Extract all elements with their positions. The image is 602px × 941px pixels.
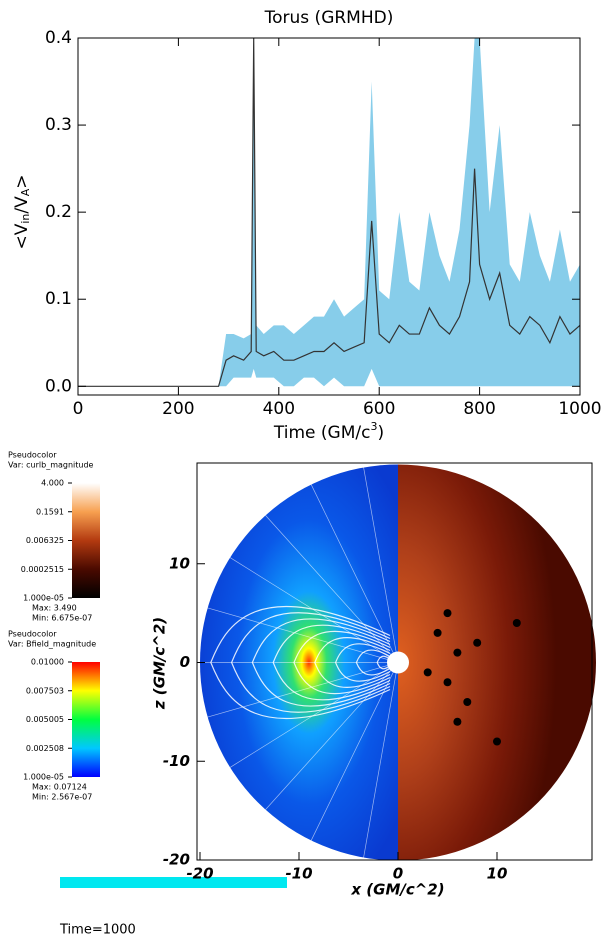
colorbar-var: Var: Bfield_magnitude (8, 640, 96, 649)
particle (433, 628, 442, 637)
particle (443, 678, 452, 687)
field-line (265, 515, 399, 663)
particle (453, 717, 462, 726)
x-tick-label: 10 (487, 865, 508, 883)
label-part: A (19, 188, 32, 196)
colorbar-tick-label: 0.007503 (26, 686, 64, 695)
label-part: <V (12, 223, 32, 249)
chart-title: Torus (GRMHD) (264, 8, 394, 28)
y-tick-label: 0.3 (45, 115, 72, 135)
y-tick-label: -10 (163, 752, 190, 770)
label-part: 3 (370, 420, 377, 433)
colorbar-tick-label: 0.0002515 (21, 565, 64, 574)
colorbar-title: Pseudocolor (8, 451, 57, 460)
label-part: Time (GM/c (273, 423, 371, 443)
field-line (229, 557, 399, 663)
label-part: in (19, 214, 32, 224)
field-line (207, 662, 399, 718)
particle (443, 609, 452, 618)
label-part: > (12, 174, 32, 188)
particle (423, 668, 432, 677)
field-line (207, 607, 399, 663)
colorbar-tick-label: 0.1591 (36, 507, 64, 516)
field-line (310, 484, 399, 663)
x-tick-label: 400 (263, 399, 295, 419)
plot-frame (196, 462, 593, 861)
x-tick-label: 200 (162, 399, 194, 419)
label-part: ) (377, 423, 384, 443)
x-tick-label: 0 (393, 865, 403, 883)
y-tick-label: 0 (180, 653, 190, 671)
colorbar-tick-label: 1.000e-05 (23, 594, 64, 603)
colorbar-var: Var: curlb_magnitude (8, 461, 94, 470)
colorbar-min: Min: 6.675e-07 (32, 614, 92, 623)
particle (512, 619, 521, 627)
colorbar-tick-label: 0.006325 (26, 536, 64, 545)
x-tick-label: 600 (363, 399, 395, 419)
y-axis-label: z (GM/c^2) (151, 617, 169, 710)
field-line (363, 662, 399, 858)
colorbar-tick-label: 0.005005 (26, 715, 64, 724)
field-line (363, 467, 399, 663)
y-tick-label: 0.0 (45, 376, 72, 396)
x-tick-label: -20 (186, 865, 213, 883)
field-line (310, 662, 399, 841)
colorbar-max: Max: 0.07124 (32, 783, 87, 792)
field-line (229, 662, 399, 768)
x-tick-label: -10 (285, 865, 312, 883)
particle (473, 638, 482, 647)
colorbar-min: Min: 2.567e-07 (32, 793, 92, 802)
colorbar-tick-label: 1.000e-05 (23, 773, 64, 782)
x-tick-label: 1000 (558, 399, 601, 419)
time-bar (60, 877, 287, 888)
line (78, 37, 581, 387)
inner-hole (387, 651, 409, 674)
y-tick-label: 0.4 (45, 28, 72, 48)
particle (453, 648, 462, 657)
field-line (265, 662, 399, 810)
y-tick-label: 0.1 (45, 289, 72, 309)
field-right (398, 464, 596, 861)
particle (493, 737, 501, 746)
x-tick-label: 0 (73, 399, 84, 419)
x-tick-label: 800 (463, 399, 495, 419)
y-axis-label: <Vin/VA> (12, 174, 32, 249)
y-tick-label: 0.2 (45, 202, 72, 222)
x-axis-label: Time (GM/c3) (273, 420, 384, 443)
colorbar (72, 662, 100, 777)
colorbar-max: Max: 3.490 (32, 604, 77, 613)
colorbar-title: Pseudocolor (8, 630, 57, 639)
x-axis-label: x (GM/c^2) (350, 881, 444, 899)
colorbar (72, 483, 100, 598)
colorbar-tick-label: 4.000 (41, 479, 64, 488)
colorbar-tick-label: 0.002508 (26, 744, 64, 753)
time-label: Time=1000 (59, 923, 136, 938)
particle (463, 698, 472, 706)
colorbar-tick-label: 0.01000 (31, 658, 64, 667)
plot-frame (77, 37, 581, 396)
y-tick-label: -20 (163, 851, 190, 869)
band (78, 38, 580, 387)
label-part: /V (12, 196, 32, 214)
y-tick-label: 10 (169, 554, 190, 572)
